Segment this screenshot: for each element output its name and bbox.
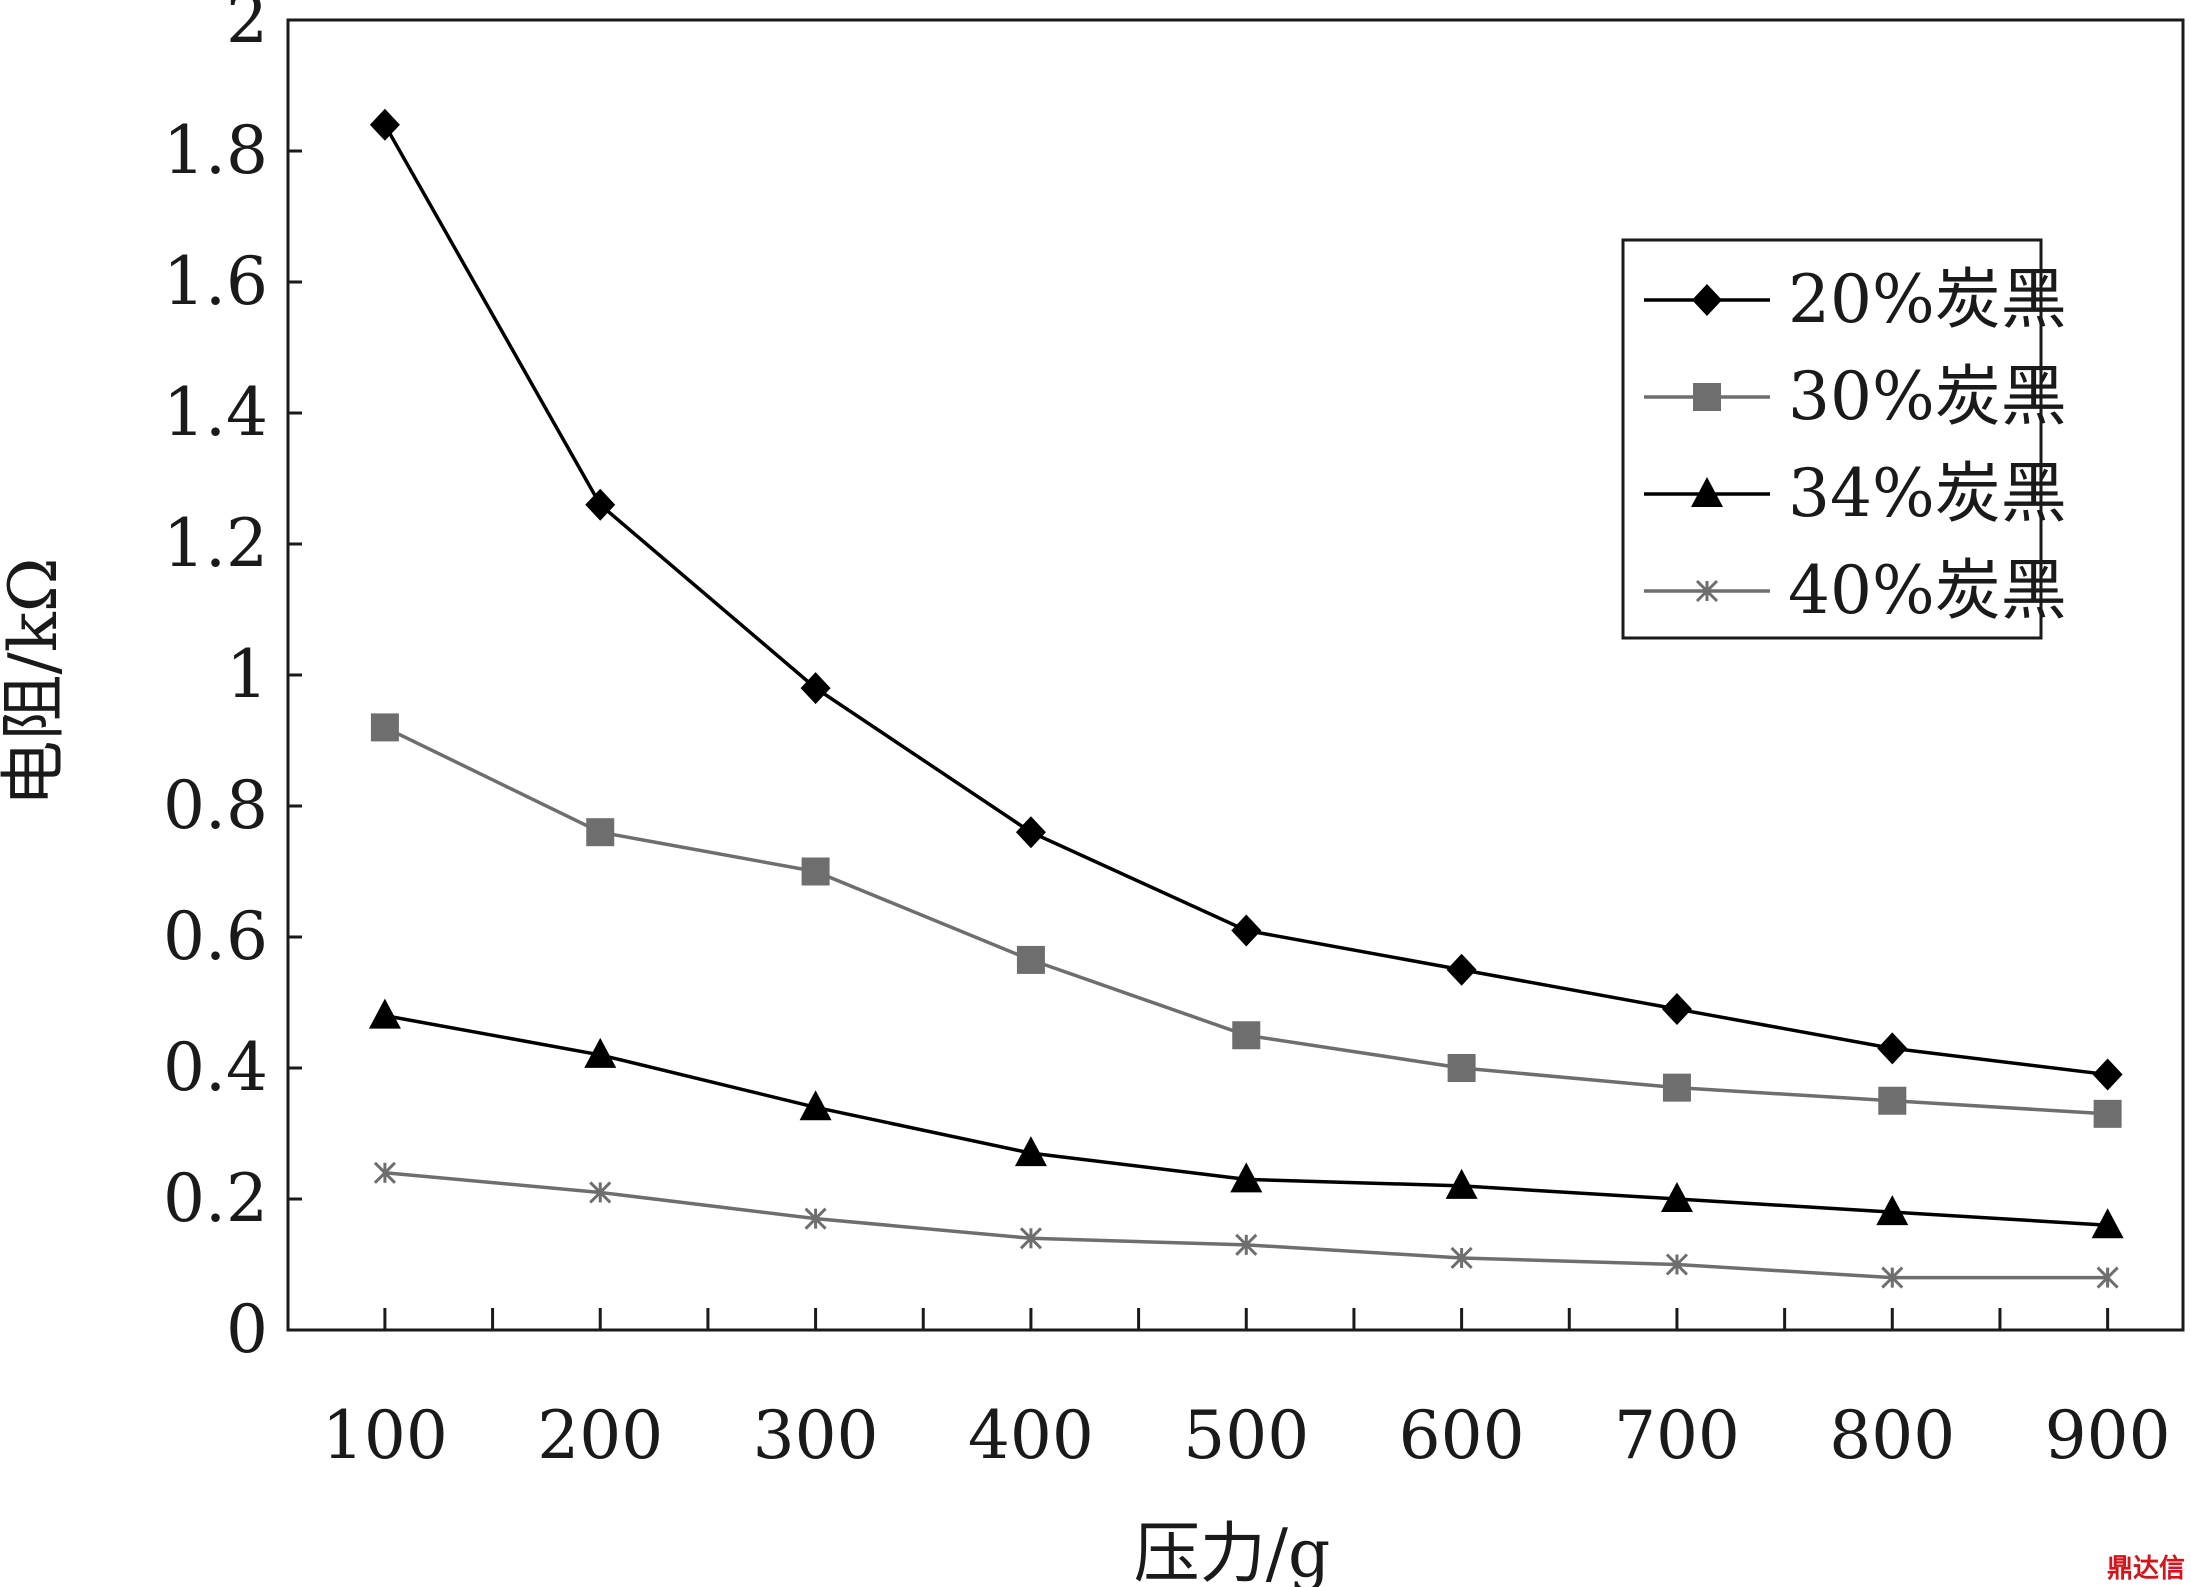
data-point <box>1665 1253 1689 1276</box>
data-point <box>1016 945 1045 974</box>
data-point <box>589 1181 612 1204</box>
legend: 20%炭黑 30%炭黑 34%炭黑 40%炭黑 <box>1621 238 2067 640</box>
data-point <box>373 1161 396 1184</box>
x-tick-label: 100 <box>322 1397 448 1474</box>
x-tick-label: 900 <box>2045 1397 2171 1474</box>
data-point <box>369 108 400 141</box>
legend-label: 30%炭黑 <box>1788 358 2067 435</box>
data-point <box>800 672 831 705</box>
legend-label: 40%炭黑 <box>1788 552 2067 629</box>
data-point <box>1447 1054 1476 1082</box>
x-tick-label: 700 <box>1614 1397 1740 1474</box>
y-tick-label: 1.6 <box>163 243 268 320</box>
data-point <box>1881 1266 1904 1289</box>
data-point <box>370 713 399 742</box>
data-point <box>1662 1073 1691 1102</box>
legend-label: 34%炭黑 <box>1788 455 2067 532</box>
y-tick-label: 0.4 <box>163 1029 268 1106</box>
legend-item: 30%炭黑 <box>1644 358 2067 435</box>
x-axis-title: 压力/g <box>1134 1515 1331 1587</box>
data-point <box>1231 914 1262 947</box>
series-1 <box>369 108 2123 1091</box>
series-3 <box>368 998 2124 1239</box>
data-point <box>2093 1099 2122 1128</box>
data-point <box>799 1090 832 1121</box>
x-tick-label: 400 <box>968 1397 1094 1474</box>
series-2 <box>370 713 2122 1128</box>
legend-item: 40%炭黑 <box>1644 552 2067 629</box>
data-point <box>1235 1233 1258 1256</box>
x-tick-label: 600 <box>1399 1397 1525 1474</box>
x-axis: 100 200 300 400 500 600 700 800 900 <box>322 1308 2171 1474</box>
data-point <box>1015 816 1046 849</box>
legend-marker <box>1693 383 1721 411</box>
plot-area <box>286 18 2185 1332</box>
data-point <box>1019 1227 1042 1250</box>
data-point <box>1445 1168 1478 1199</box>
x-tick-label: 500 <box>1183 1397 1309 1474</box>
x-tick-label: 800 <box>1829 1397 1955 1474</box>
data-point <box>1450 1246 1473 1270</box>
data-point <box>585 488 616 521</box>
data-point <box>1014 1136 1047 1167</box>
y-tick-label: 0.2 <box>163 1160 268 1237</box>
data-point <box>1446 953 1477 986</box>
watermark-logo: 鼎达信 <box>2106 1554 2185 1584</box>
data-point <box>1876 1195 1909 1226</box>
y-tick-label: 2 <box>226 0 268 58</box>
legend-marker <box>1692 284 1722 316</box>
y-axis: 0 0.2 0.4 0.6 0.8 1 1.2 1.4 1.6 1.8 2 <box>163 0 302 1368</box>
data-point <box>2092 1058 2123 1091</box>
legend-label: 20%炭黑 <box>1788 261 2067 338</box>
y-tick-label: 0 <box>226 1291 268 1368</box>
y-tick-label: 0.8 <box>163 767 268 844</box>
x-tick-label: 300 <box>753 1397 879 1474</box>
y-tick-label: 1.4 <box>163 374 268 451</box>
y-axis-title: 电阻/kΩ <box>0 558 72 807</box>
legend-box <box>1621 238 2043 640</box>
data-point <box>1230 1162 1263 1193</box>
plot-border <box>286 18 2185 1332</box>
data-point <box>804 1207 827 1230</box>
data-point <box>368 998 401 1029</box>
y-tick-label: 1.8 <box>163 112 268 189</box>
data-point <box>586 818 615 847</box>
data-point <box>1660 1182 1693 1212</box>
y-tick-label: 0.6 <box>163 898 268 975</box>
x-tick-label: 200 <box>537 1397 663 1474</box>
data-point <box>2091 1208 2124 1239</box>
legend-marker <box>1695 579 1719 603</box>
data-point <box>801 857 830 886</box>
y-tick-label: 1.2 <box>163 505 268 582</box>
legend-marker <box>1691 477 1723 507</box>
data-point <box>584 1037 617 1068</box>
data-point <box>1232 1021 1261 1050</box>
data-point <box>1878 1086 1907 1115</box>
data-point <box>1877 1032 1908 1065</box>
legend-item: 34%炭黑 <box>1644 455 2067 532</box>
series-layer <box>368 108 2124 1289</box>
y-tick-label: 1 <box>226 636 268 713</box>
data-point <box>1661 993 1692 1026</box>
legend-item: 20%炭黑 <box>1644 261 2067 338</box>
data-point <box>2096 1266 2119 1289</box>
series-4 <box>373 1161 2119 1289</box>
